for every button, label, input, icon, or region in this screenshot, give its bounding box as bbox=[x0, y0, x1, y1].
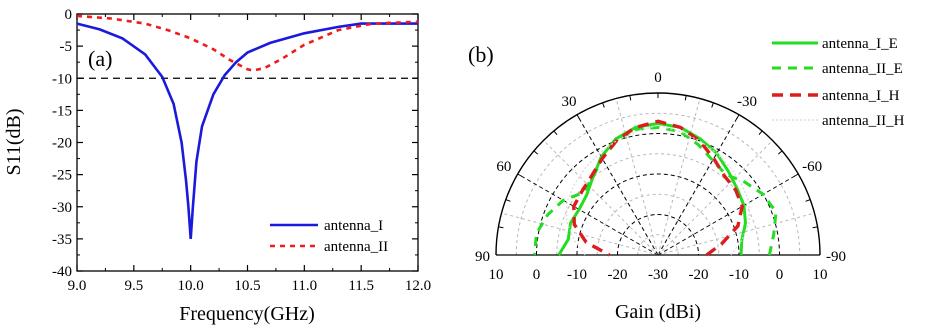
s11-y-axis-label: S11(dB) bbox=[3, 108, 25, 175]
y-tick-label: -15 bbox=[52, 103, 72, 119]
angle-tick bbox=[684, 95, 687, 101]
y-tick-label: 0 bbox=[65, 7, 73, 23]
series-antenna-II-E-line bbox=[533, 125, 778, 256]
angle-tick bbox=[711, 102, 714, 108]
angle-tick-label: 90 bbox=[475, 249, 490, 265]
angle-tick-label: -90 bbox=[826, 249, 846, 265]
angle-tick bbox=[553, 130, 558, 136]
x-tick-label: 9.0 bbox=[68, 278, 87, 294]
polar-spoke bbox=[543, 140, 659, 256]
polar-spoke bbox=[657, 98, 701, 256]
angle-tick bbox=[736, 114, 740, 120]
s11-plot-frame bbox=[76, 13, 419, 272]
polar-legend: antenna_I_E antenna_II_E antenna_I_H ant… bbox=[772, 36, 905, 129]
y-tick-label: -30 bbox=[52, 200, 72, 216]
angle-tick bbox=[505, 199, 511, 202]
angle-tick-label: 30 bbox=[562, 94, 577, 110]
angle-tick bbox=[498, 226, 504, 229]
panel-label-b: (b) bbox=[468, 42, 494, 67]
x-tick-label: 9.5 bbox=[124, 278, 143, 294]
s11-legend: antenna_I antenna_II bbox=[270, 218, 388, 255]
polar-major-ring bbox=[617, 214, 699, 256]
angle-tick bbox=[602, 102, 605, 108]
y-tick-label: -35 bbox=[52, 232, 72, 248]
polar-spoke bbox=[657, 173, 799, 256]
panel-label-a: (a) bbox=[88, 46, 112, 71]
radial-tick-label: -10 bbox=[567, 267, 587, 283]
legend-label-antenna-II-E: antenna_II_E bbox=[822, 61, 903, 77]
s11-x-axis-label: Frequency(GHz) bbox=[179, 303, 315, 325]
polar-spoke bbox=[517, 173, 659, 256]
angle-tick bbox=[517, 173, 523, 177]
polar-minor-ring bbox=[556, 153, 760, 256]
legend-label-antenna-II: antenna_II bbox=[324, 239, 388, 255]
legend-label-antenna-I: antenna_I bbox=[324, 218, 383, 234]
radial-tick-label: -20 bbox=[608, 267, 628, 283]
angle-tick bbox=[533, 150, 539, 155]
angle-tick bbox=[793, 173, 799, 177]
polar-ticks: 0 30 -30 60 -60 90 -90 10 0 -10 -20 -30 -20 -10 0 10 bbox=[475, 70, 846, 283]
angle-tick-label: -60 bbox=[802, 159, 822, 175]
s11-chart: 9.0 9.5 10.0 10.5 11.0 11.5 12.0 0 -5 -10 -15 -20 -2… bbox=[3, 7, 431, 325]
series-antenna-I-H-line bbox=[572, 119, 744, 257]
angle-tick bbox=[758, 130, 763, 136]
radial-tick-label: -10 bbox=[729, 267, 749, 283]
polar-grid bbox=[495, 92, 821, 256]
legend-label-antenna-II-H: antenna_II_H bbox=[822, 113, 905, 129]
polar-minor-ring bbox=[596, 193, 720, 256]
series-antenna-II-line bbox=[76, 14, 419, 72]
polar-spoke bbox=[576, 114, 659, 256]
y-tick-label: -20 bbox=[52, 136, 72, 152]
polar-spoke bbox=[615, 98, 659, 256]
series-antenna-II-H-line bbox=[566, 124, 750, 256]
polar-major-ring bbox=[576, 173, 740, 256]
x-tick-label: 10.0 bbox=[178, 278, 204, 294]
angle-tick-label: 0 bbox=[654, 70, 662, 86]
angle-tick bbox=[777, 150, 783, 155]
y-tick-label: -40 bbox=[52, 264, 72, 280]
polar-spoke bbox=[657, 212, 815, 256]
series-antenna-I-line bbox=[76, 22, 418, 239]
radial-tick-label: -20 bbox=[689, 267, 709, 283]
polar-spoke bbox=[657, 114, 740, 256]
angle-tick bbox=[805, 199, 811, 202]
y-tick-label: -5 bbox=[60, 39, 73, 55]
polar-minor-ring bbox=[515, 112, 801, 256]
polar-major-ring bbox=[536, 133, 780, 256]
y-tick-label: -10 bbox=[52, 71, 72, 87]
legend-label-antenna-I-E: antenna_I_E bbox=[822, 36, 898, 52]
radiation-pattern-chart: 0 30 -30 60 -60 90 -90 10 0 -10 -20 -30 -20 -10 0 10 (b… bbox=[468, 36, 905, 323]
polar-minor-ring bbox=[637, 234, 679, 256]
polar-spoke bbox=[657, 140, 773, 256]
angle-tick-label: 60 bbox=[496, 159, 511, 175]
angle-tick bbox=[812, 226, 818, 229]
y-tick-label: -25 bbox=[52, 168, 72, 184]
radial-tick-label: 10 bbox=[813, 267, 828, 283]
angle-tick bbox=[576, 114, 580, 120]
radial-tick-label: 0 bbox=[776, 267, 784, 283]
series-antenna-I-E-line bbox=[557, 121, 748, 256]
radial-tick-label: 10 bbox=[489, 267, 504, 283]
radial-tick-label: 0 bbox=[533, 267, 541, 283]
x-tick-label: 12.0 bbox=[405, 278, 431, 294]
angle-tick-label: -30 bbox=[737, 94, 757, 110]
gain-axis-label: Gain (dBi) bbox=[615, 301, 701, 323]
x-tick-label: 10.5 bbox=[234, 278, 260, 294]
legend-label-antenna-I-H: antenna_I_H bbox=[822, 88, 900, 104]
s11-ticks: 9.0 9.5 10.0 10.5 11.0 11.5 12.0 0 -5 -10 -15 -20 -2… bbox=[52, 7, 431, 294]
radial-tick-label: -30 bbox=[648, 267, 668, 283]
x-tick-label: 11.5 bbox=[348, 278, 374, 294]
x-tick-label: 11.0 bbox=[291, 278, 317, 294]
angle-tick bbox=[629, 95, 632, 101]
